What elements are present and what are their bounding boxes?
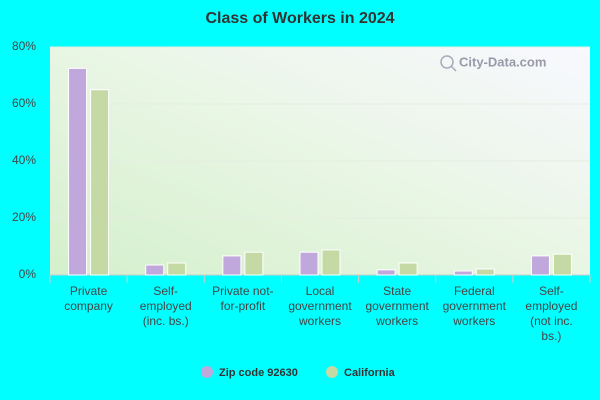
- bar: [299, 251, 319, 276]
- bar: [321, 249, 341, 276]
- bar: [376, 269, 396, 276]
- bar: [244, 251, 264, 276]
- watermark-icon: [440, 55, 457, 72]
- bar: [475, 268, 495, 276]
- x-tick-label: Private not-for-profit: [212, 284, 273, 313]
- bar: [145, 264, 165, 276]
- y-tick-label: 0%: [19, 267, 37, 281]
- bar: [398, 262, 418, 276]
- legend-label: Zip code 92630: [219, 367, 298, 379]
- bar: [530, 255, 550, 276]
- x-tick-label: State government workers: [365, 284, 429, 328]
- bar: [167, 262, 187, 276]
- y-tick-label: 80%: [12, 39, 36, 53]
- bar: [68, 67, 88, 276]
- y-tick-label: 60%: [12, 96, 36, 110]
- x-tick-label: Self-employed (inc. bs.): [140, 284, 192, 328]
- legend-label: California: [344, 367, 396, 379]
- bar: [552, 253, 572, 276]
- watermark: City-Data.com: [459, 54, 546, 69]
- bar: [453, 270, 473, 276]
- y-tick-label: 20%: [12, 210, 36, 224]
- bar: [222, 255, 242, 276]
- x-tick-label: Private company: [64, 284, 113, 313]
- bar: [90, 89, 110, 276]
- x-tick-label: Local government workers: [288, 284, 352, 328]
- legend-swatch: [326, 366, 338, 378]
- legend-swatch: [201, 366, 213, 378]
- chart-title: Class of Workers in 2024: [205, 10, 394, 27]
- x-tick-label: Federal government workers: [443, 284, 507, 328]
- y-tick-label: 40%: [12, 153, 36, 167]
- x-tick-label: Self-employed (not inc. bs.): [525, 284, 577, 343]
